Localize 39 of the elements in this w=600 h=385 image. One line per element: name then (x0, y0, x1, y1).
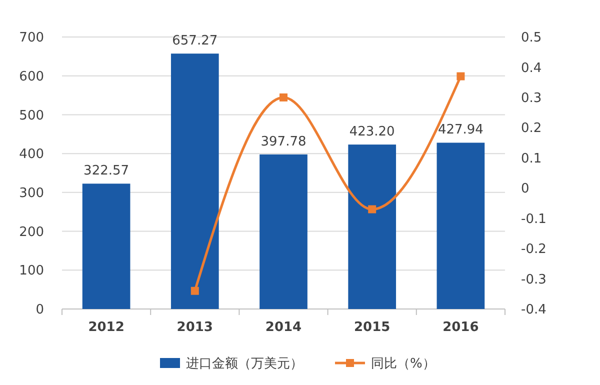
y-tick-label: 400 (19, 147, 44, 162)
y2-tick-label: -0.3 (521, 272, 546, 288)
point (368, 205, 376, 214)
bar (82, 184, 130, 309)
y-tick-label: 0 (36, 302, 44, 318)
data-label: 657.27 (172, 34, 218, 49)
bar (348, 144, 396, 309)
x-tick-label: 2016 (442, 320, 479, 335)
bar (260, 154, 308, 309)
x-tick-label: 2014 (265, 320, 302, 335)
y2-tick-label: 0.2 (521, 121, 542, 136)
y-tick-label: 500 (19, 108, 44, 124)
y-tick-label: 600 (19, 69, 44, 84)
y2-tick-label: 0.3 (521, 90, 542, 106)
x-tick-label: 2013 (176, 320, 213, 335)
y-tick-label: 300 (19, 186, 44, 201)
legend-label: 同比（%） (371, 356, 436, 372)
y-tick-label: 100 (19, 264, 44, 279)
y2-tick-label: -0.2 (521, 242, 546, 258)
y2-tick-label: 0.5 (521, 30, 542, 46)
legend-label: 进口金额（万美元） (186, 356, 303, 372)
point (456, 72, 465, 80)
y-tick-label: 700 (19, 30, 44, 46)
bar (436, 142, 485, 309)
point (190, 286, 199, 295)
y2-tick-label: 0.4 (521, 60, 542, 76)
data-label: 322.57 (84, 164, 130, 179)
y2-tick-label: 0 (521, 182, 530, 197)
y2-tick-label: -0.4 (521, 302, 546, 318)
point (280, 93, 288, 102)
data-label: 397.78 (260, 134, 306, 150)
data-label: 427.94 (438, 122, 484, 138)
x-tick-label: 2015 (354, 320, 390, 335)
data-label: 423.20 (349, 124, 395, 140)
y2-tick-label: 0.1 (521, 151, 542, 166)
y-tick-label: 200 (19, 224, 44, 240)
bar (170, 54, 219, 309)
y2-tick-label: -0.1 (521, 212, 546, 227)
x-tick-label: 2012 (88, 320, 124, 335)
